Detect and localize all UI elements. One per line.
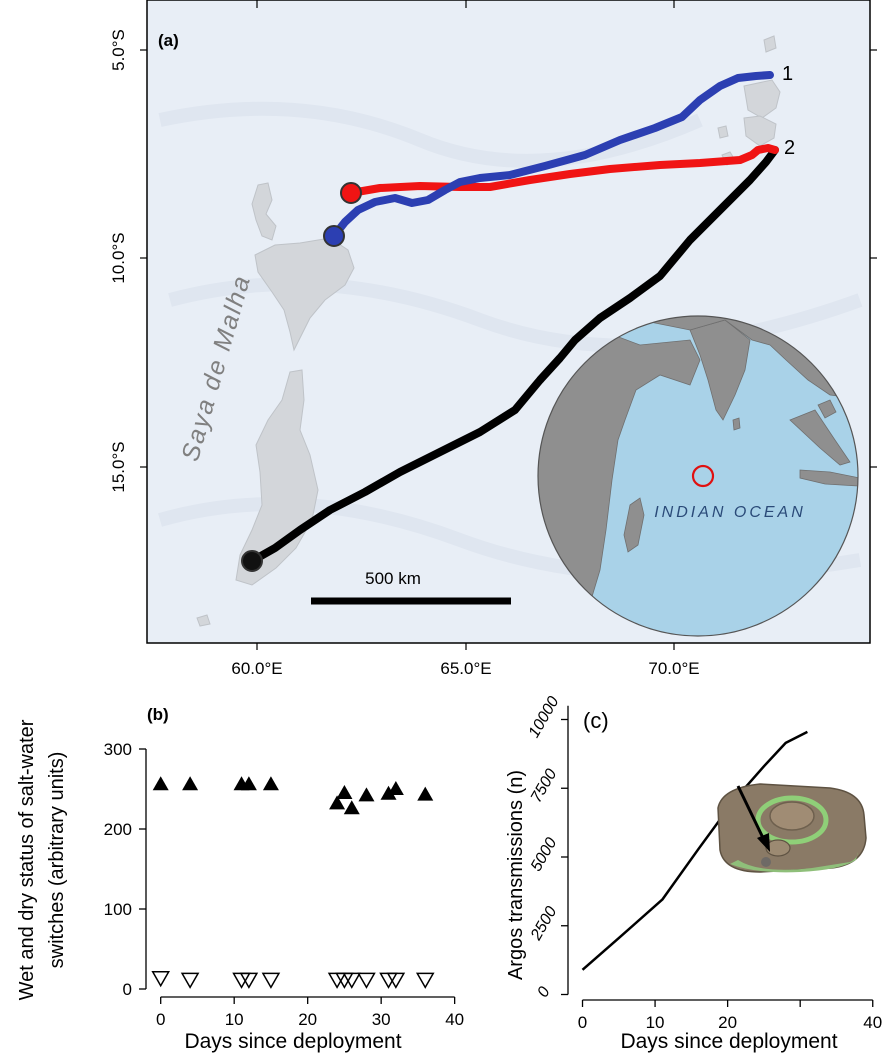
- panel-c-line: [581, 730, 808, 971]
- panel-c: 0 10 20 40 0 2500 5000 7500 10000 (c) Days since…: [505, 694, 882, 1053]
- land-east-bank-3: [743, 115, 777, 147]
- panel-c-x-tick-label: 10: [646, 1013, 665, 1032]
- panel-b-label: (b): [147, 705, 169, 724]
- inset-ocean-label: INDIAN OCEAN: [654, 504, 806, 521]
- panel-b-y-tick-label: 0: [123, 980, 132, 999]
- panel-c-ylabel: Argos transmissions (n): [505, 770, 527, 980]
- panel-c-y-tick-label: 5000: [528, 835, 561, 874]
- lon-label-60: 60.0°E: [231, 659, 282, 678]
- land-east-bank-2: [763, 35, 777, 53]
- tag-arrow-head: [757, 833, 770, 852]
- wet-switch-point: [329, 795, 346, 810]
- tag-switch: [761, 857, 771, 867]
- dry-switch-point: [342, 972, 362, 989]
- panel-b: 0 10 20 30 40 0 100 200 300 (b) Days since deplo…: [16, 705, 464, 1053]
- wet-switch-point: [387, 781, 404, 795]
- inset-globe-outline: [537, 315, 859, 637]
- wet-switch-point: [240, 776, 257, 791]
- wet-switch-point: [336, 785, 353, 799]
- panel-c-xlabel: Days since deployment: [620, 1030, 837, 1053]
- map-content: [158, 35, 863, 627]
- tag-photo: [717, 783, 867, 873]
- tag-green-band: [730, 852, 858, 873]
- wet-switch-point: [417, 786, 434, 801]
- scale-bar-label: 500 km: [365, 569, 421, 588]
- panel-b-x-tick-label: 0: [156, 1010, 165, 1029]
- land-east-bank-1: [743, 79, 781, 119]
- land-main-bank: [254, 237, 355, 352]
- dry-switch-point: [151, 971, 170, 988]
- map-panel: 5.0°S 10.0°S 15.0°S 60.0°E 65.0°E 70.0°E…: [109, 0, 877, 678]
- tag-arrow-shaft: [736, 785, 766, 841]
- lon-label-65: 65.0°E: [440, 659, 491, 678]
- inset-land-sri-lanka: [732, 417, 741, 431]
- panel-b-ylabel-line1: Wet and dry status of salt-water: [16, 719, 38, 1000]
- track-black: [248, 146, 779, 565]
- inset-land-sea-islands: [789, 399, 858, 487]
- panel-b-y-tick-label: 300: [104, 740, 132, 759]
- land-islet-1: [196, 614, 211, 627]
- lon-label-70: 70.0°E: [648, 659, 699, 678]
- dry-switch-point: [386, 972, 406, 989]
- panel-c-y-tick-label: 7500: [528, 766, 561, 805]
- panel-b-axes: 0 10 20 30 40 0 100 200 300: [104, 740, 464, 1029]
- panel-b-points: [151, 776, 435, 989]
- panel-c-x-tick-label: 20: [718, 1013, 737, 1032]
- panel-b-y-tick-label: 200: [104, 820, 132, 839]
- wet-switch-point: [380, 785, 397, 800]
- land-north-bank: [251, 182, 277, 241]
- panel-c-label: (c): [583, 708, 609, 733]
- panel-b-x-tick-label: 40: [445, 1010, 464, 1029]
- wet-switch-point: [358, 787, 375, 802]
- panel-a-label: (a): [158, 31, 179, 50]
- land-east-bank-4: [717, 125, 729, 139]
- panel-b-y-tick-label: 100: [104, 900, 132, 919]
- track-label-2: 2: [784, 137, 795, 159]
- track-blue: [330, 71, 774, 240]
- inset-land-madagascar: [623, 497, 645, 553]
- dry-switch-point: [357, 972, 376, 989]
- panel-b-x-tick-label: 30: [372, 1010, 391, 1029]
- panel-c-y-tick-label: 10000: [526, 694, 563, 741]
- panel-c-x-tick-label: 0: [578, 1013, 587, 1032]
- lat-label-5: 5.0°S: [109, 29, 128, 71]
- dry-switch-point: [239, 972, 259, 989]
- inset-study-area-marker: [691, 464, 715, 488]
- panel-b-x-tick-label: 10: [225, 1010, 244, 1029]
- panel-b-x-tick-label: 20: [298, 1010, 317, 1029]
- wet-switch-point: [262, 776, 279, 791]
- lat-label-10: 10.0°S: [109, 232, 128, 283]
- wet-switch-point: [182, 776, 199, 791]
- dry-switch-point: [180, 972, 200, 989]
- map-frame: [146, 0, 871, 644]
- panel-c-y-tick-label: 0: [535, 984, 554, 1000]
- panel-b-ylabel-line2: switches (arbitrary units): [46, 752, 68, 969]
- track-red-start: [340, 182, 362, 204]
- wet-switch-point: [343, 800, 360, 815]
- scale-bar: 500 km: [311, 569, 511, 605]
- panel-c-y-tick-label: 2500: [527, 904, 560, 944]
- panel-c-x-tick-label: 40: [863, 1013, 882, 1032]
- track-black-start: [241, 550, 263, 572]
- panel-b-xlabel: Days since deployment: [184, 1030, 401, 1053]
- wet-switch-point: [152, 776, 169, 791]
- dry-switch-point: [415, 972, 435, 989]
- inset-land-india: [689, 319, 751, 421]
- tag-knob: [765, 839, 791, 857]
- tag-dome: [769, 801, 815, 831]
- track-red: [347, 144, 779, 197]
- tag-ring: [755, 795, 829, 845]
- lat-label-15: 15.0°S: [109, 441, 128, 492]
- dry-switch-point: [261, 972, 281, 989]
- track-label-1: 1: [782, 63, 793, 85]
- track-blue-start: [323, 225, 345, 247]
